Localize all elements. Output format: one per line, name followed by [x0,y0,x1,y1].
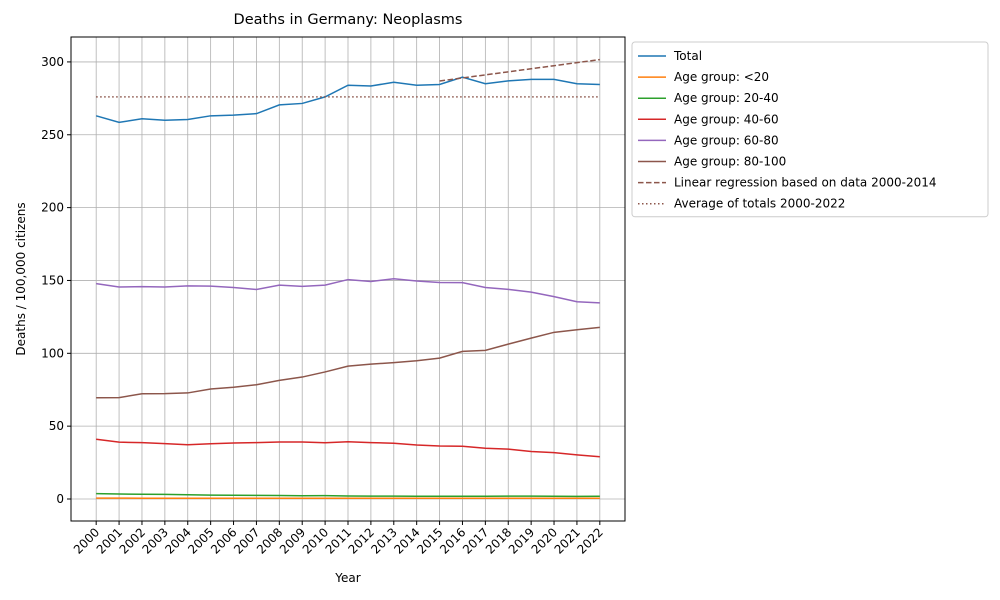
y-axis-label: Deaths / 100,000 citizens [14,202,28,355]
series-line [96,438,600,458]
legend-label: Age group: 40-60 [674,112,779,126]
series-line [96,492,600,498]
y-tick-label: 250 [41,128,64,142]
series-line [96,326,600,399]
legend-label: Age group: 80-100 [674,155,786,169]
x-axis-label: Year [334,571,360,585]
series-line [439,58,600,82]
y-tick-label: 300 [41,55,64,69]
plot-frame [70,36,626,522]
y-tick-label: 200 [41,201,64,215]
legend-label: Total [673,49,702,63]
series-line [95,76,600,124]
legend-label: Age group: <20 [674,70,769,84]
x-tick-label: 2022 [574,525,605,556]
y-tick-label: 150 [41,273,64,287]
legend-label: Linear regression based on data 2000-201… [674,176,936,190]
legend-label: Age group: 20-40 [674,91,779,105]
legend-box [631,41,989,218]
series-line [96,277,600,304]
legend-label: Average of totals 2000-2022 [674,197,845,211]
y-tick-label: 0 [56,492,64,506]
y-tick-label: 50 [49,419,64,433]
y-tick-label: 100 [41,346,64,360]
chart-title: Deaths in Germany: Neoplasms [234,12,463,28]
legend-label: Age group: 60-80 [674,133,779,147]
